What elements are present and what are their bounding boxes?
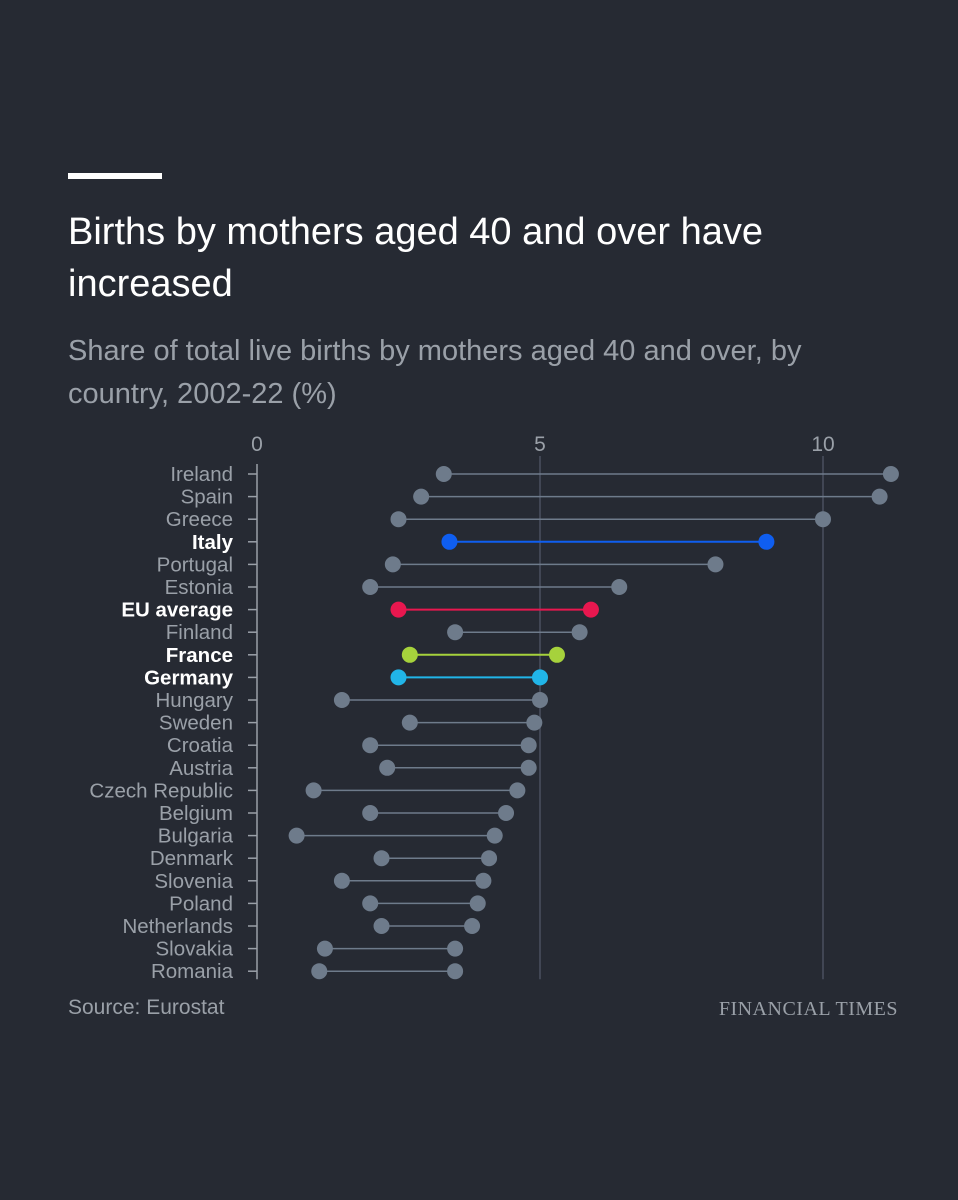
dot-2022-estonia — [611, 579, 628, 595]
dot-2002-portugal — [384, 556, 401, 573]
dot-2002-ireland — [435, 466, 452, 482]
dot-2022-france — [548, 646, 565, 663]
y-label-croatia: Croatia — [167, 734, 234, 757]
dot-2002-netherlands — [373, 918, 390, 934]
y-label-slovenia: Slovenia — [154, 870, 233, 893]
dot-2002-eu-average — [390, 601, 407, 618]
y-label-spain: Spain — [181, 486, 233, 509]
x-tick-label-5: 5 — [534, 433, 546, 456]
dot-2022-portugal — [707, 556, 724, 573]
y-label-finland: Finland — [166, 621, 233, 644]
dot-2022-poland — [469, 895, 486, 912]
dot-2002-czech-republic — [305, 782, 322, 799]
y-label-netherlands: Netherlands — [122, 915, 233, 938]
y-label-france: France — [166, 644, 233, 667]
dot-2022-croatia — [520, 737, 537, 754]
dot-2022-finland — [571, 624, 588, 641]
dot-2002-denmark — [373, 850, 390, 867]
y-label-portugal: Portugal — [157, 553, 233, 576]
dot-2002-estonia — [362, 579, 379, 595]
dot-2002-croatia — [362, 737, 379, 754]
y-label-slovakia: Slovakia — [156, 938, 234, 961]
dot-2002-romania — [311, 963, 328, 980]
chart-title: Births by mothers aged 40 and over have … — [68, 211, 763, 305]
dot-2022-hungary — [532, 692, 548, 708]
chart-subtitle: Share of total live births by mothers ag… — [68, 335, 802, 410]
y-label-germany: Germany — [144, 666, 233, 689]
dot-2022-italy — [758, 533, 775, 550]
dot-2022-slovenia — [475, 872, 492, 889]
dot-2022-czech-republic — [509, 782, 526, 799]
dot-2022-denmark — [481, 850, 498, 867]
dot-2022-sweden — [526, 714, 543, 731]
y-label-ireland: Ireland — [170, 463, 233, 486]
y-label-poland: Poland — [169, 892, 233, 915]
y-label-bulgaria: Bulgaria — [158, 825, 234, 848]
x-tick-label-0: 0 — [251, 433, 263, 456]
dot-2002-belgium — [362, 805, 379, 821]
y-label-greece: Greece — [166, 508, 233, 531]
dot-2002-slovakia — [316, 940, 333, 957]
dot-2002-spain — [413, 488, 430, 505]
x-tick-label-10: 10 — [811, 433, 834, 456]
dot-2022-spain — [871, 488, 888, 505]
dot-2002-bulgaria — [288, 827, 305, 844]
dot-2022-ireland — [882, 466, 899, 482]
y-label-belgium: Belgium — [159, 802, 233, 825]
dot-2002-greece — [390, 511, 407, 528]
dot-2022-romania — [447, 963, 464, 980]
dot-2022-bulgaria — [486, 827, 503, 844]
y-label-estonia: Estonia — [165, 576, 234, 599]
dot-2002-slovenia — [333, 872, 350, 889]
dot-2022-slovakia — [447, 940, 464, 957]
dot-2002-poland — [362, 895, 379, 912]
y-label-denmark: Denmark — [150, 847, 234, 870]
y-label-romania: Romania — [151, 960, 234, 983]
y-label-italy: Italy — [192, 531, 234, 554]
dot-2022-netherlands — [464, 918, 481, 934]
y-label-austria: Austria — [169, 757, 233, 780]
dot-2022-greece — [815, 511, 831, 528]
dot-2022-germany — [532, 669, 548, 686]
y-label-czech-republic: Czech Republic — [89, 779, 233, 802]
source-note: Source: Eurostat — [68, 996, 225, 1019]
brand-logo: FINANCIAL TIMES — [718, 998, 898, 1020]
title-accent-bar — [68, 173, 162, 179]
dot-2002-france — [401, 646, 418, 663]
dot-2002-sweden — [401, 714, 418, 731]
dot-2002-finland — [447, 624, 464, 641]
dumbbell-chart: 0 5 10 IrelandSpainGreeceItalyPortugalEston… — [89, 433, 899, 983]
dot-2002-austria — [379, 759, 396, 776]
dot-2002-hungary — [333, 692, 350, 708]
dot-2022-austria — [520, 759, 537, 776]
dot-2022-eu-average — [582, 601, 599, 618]
dot-2002-italy — [441, 533, 458, 550]
y-label-eu-average: EU average — [121, 599, 233, 622]
dot-2022-belgium — [498, 805, 515, 821]
dot-2002-germany — [390, 669, 407, 686]
y-label-hungary: Hungary — [156, 689, 234, 712]
y-label-sweden: Sweden — [159, 712, 233, 735]
